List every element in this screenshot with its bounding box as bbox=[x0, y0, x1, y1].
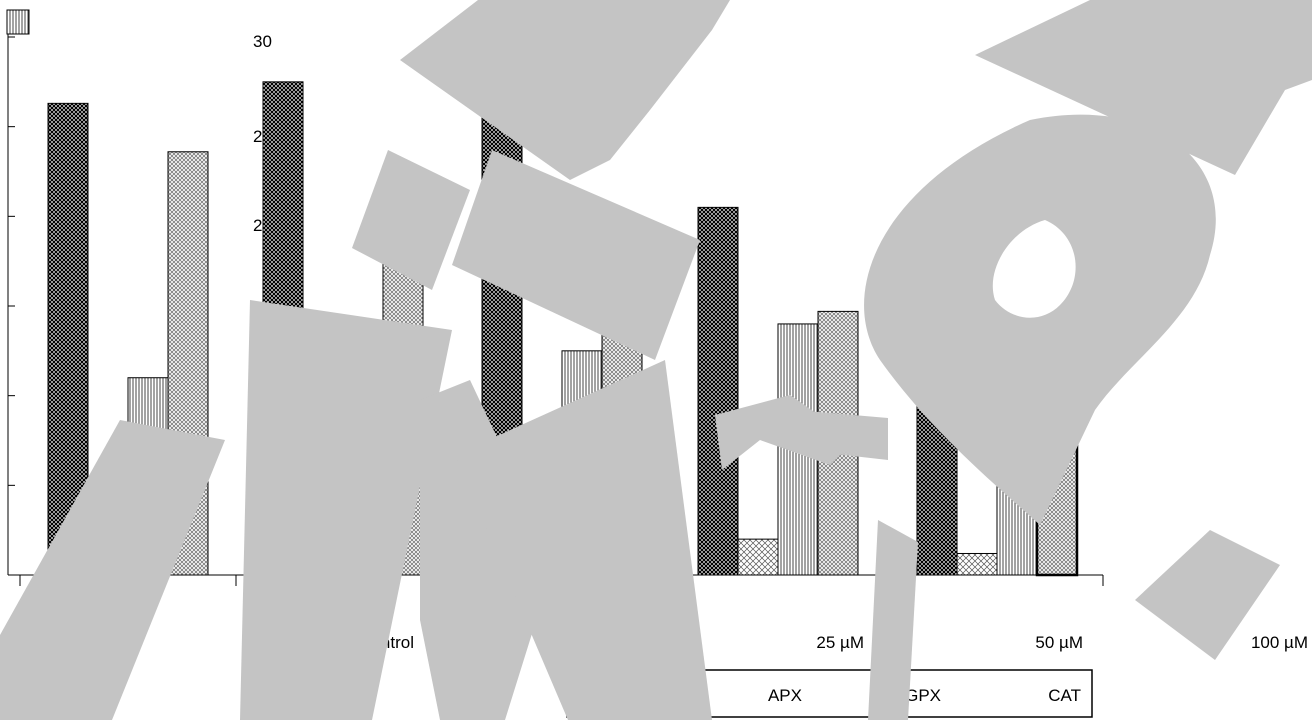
tick-label: 2 bbox=[253, 216, 262, 235]
category-label: 100 µM bbox=[1251, 633, 1308, 652]
bar-apx-4 bbox=[956, 552, 998, 576]
legend-swatch bbox=[6, 9, 30, 35]
tick-label: 30 bbox=[253, 32, 272, 51]
tick-label: 2 bbox=[253, 127, 262, 146]
legend-label-gpx: GPX bbox=[905, 686, 941, 705]
category-label: 50 µM bbox=[1035, 633, 1083, 652]
category-label: 25 µM bbox=[816, 633, 864, 652]
legend-label-apx: APX bbox=[768, 686, 802, 705]
bar-sod-3 bbox=[697, 206, 739, 576]
legend-label-cat: CAT bbox=[1048, 686, 1081, 705]
bar-apx-3 bbox=[737, 538, 779, 576]
